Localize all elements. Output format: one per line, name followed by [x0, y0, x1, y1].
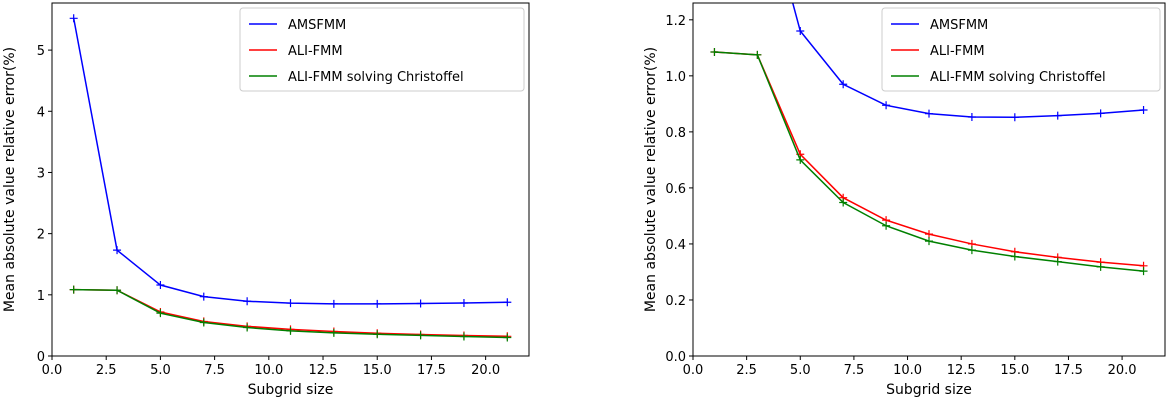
x-tick-label: 20.0: [1108, 363, 1137, 378]
point-marker: [1053, 257, 1062, 266]
point-marker: [1139, 267, 1148, 276]
point-marker: [753, 50, 762, 59]
y-tick-label: 0.6: [665, 182, 686, 197]
point-marker: [199, 292, 208, 301]
x-tick-label: 17.5: [1054, 363, 1083, 378]
axes-frame: [692, 2, 1166, 357]
x-tick-label: 2.5: [736, 363, 757, 378]
y-tick-label: 0: [37, 350, 45, 365]
legend-box: [881, 7, 1161, 92]
x-tick-label: 0.0: [42, 363, 63, 378]
legend-label: AMSFMM: [930, 18, 988, 33]
point-marker: [710, 48, 719, 57]
legend-label: ALI-FMM solving Christoffel: [930, 70, 1106, 85]
plot-area: [69, 14, 512, 342]
point-marker: [416, 299, 425, 308]
legend-label: ALI-FMM: [288, 44, 343, 59]
point-marker: [1010, 113, 1019, 122]
point-marker: [967, 113, 976, 122]
point-marker: [156, 281, 165, 290]
x-tick-label: 17.5: [417, 363, 446, 378]
x-tick-label: 5.0: [150, 363, 171, 378]
y-tick-label: 0.8: [665, 126, 686, 141]
point-marker: [503, 333, 512, 342]
point-marker: [329, 328, 338, 337]
x-tick-label: 15.0: [363, 363, 392, 378]
point-marker: [1053, 111, 1062, 120]
point-marker: [503, 298, 512, 307]
legend-label: ALI-FMM solving Christoffel: [288, 70, 464, 85]
point-marker: [925, 237, 933, 246]
plot-area: [710, 3, 1148, 276]
point-marker: [1010, 252, 1019, 261]
x-tick-label: 5.0: [790, 363, 811, 378]
point-marker: [967, 246, 976, 255]
point-marker: [459, 299, 468, 308]
point-marker: [796, 155, 805, 164]
x-tick-label: 12.5: [947, 363, 976, 378]
legend-label: ALI-FMM: [930, 44, 985, 59]
point-marker: [373, 330, 382, 339]
x-tick-label: 20.0: [471, 363, 500, 378]
point-marker: [156, 309, 165, 318]
y-tick-label: 1.0: [665, 70, 686, 85]
point-marker: [459, 332, 468, 341]
point-marker: [199, 318, 208, 327]
point-marker: [796, 27, 805, 36]
x-tick-label: 2.5: [96, 363, 117, 378]
chart: 0.0 2.5 5.0 7.5 10.0 12.5 15.0 17.5 20.0 0.0 0.2 0.…: [643, 2, 1166, 398]
point-marker: [925, 230, 933, 239]
point-marker: [243, 297, 252, 306]
point-marker: [416, 331, 425, 340]
point-marker: [1139, 106, 1148, 115]
y-tick-label: 0.4: [665, 238, 686, 253]
point-marker: [839, 198, 848, 207]
y-tick-label: 0.2: [665, 294, 686, 309]
point-marker: [373, 299, 382, 308]
point-marker: [69, 14, 78, 23]
legend-box: [239, 7, 525, 92]
x-axis-label: Subgrid size: [886, 382, 972, 398]
point-marker: [286, 299, 295, 308]
point-marker: [882, 221, 891, 230]
y-tick-label: 3: [37, 166, 45, 181]
point-marker: [882, 101, 891, 110]
legend-label: AMSFMM: [288, 18, 346, 33]
x-tick-label: 15.0: [1000, 363, 1029, 378]
x-tick-label: 10.0: [254, 363, 283, 378]
y-tick-label: 5: [37, 44, 45, 59]
x-tick-label: 12.5: [309, 363, 338, 378]
point-marker: [69, 285, 78, 294]
point-marker: [1096, 262, 1105, 271]
x-tick-label: 7.5: [844, 363, 865, 378]
y-axis-label: Mean absolute value relative error(%): [2, 47, 18, 312]
point-marker: [243, 323, 252, 332]
point-marker: [113, 246, 122, 255]
y-tick-label: 0.0: [665, 350, 686, 365]
point-marker: [925, 109, 933, 118]
point-marker: [329, 299, 338, 308]
y-tick-label: 1.2: [665, 14, 686, 29]
axes-frame: [51, 2, 530, 357]
point-marker: [839, 80, 848, 89]
x-axis-label: Subgrid size: [248, 382, 334, 398]
y-axis-label: Mean absolute value relative error(%): [643, 47, 659, 312]
y-tick-label: 4: [37, 105, 45, 120]
x-tick-label: 0.0: [683, 363, 704, 378]
chart: 0.0 2.5 5.0 7.5 10.0 12.5 15.0 17.5 20.0 0 1 2 3 4 5 Su…: [2, 2, 530, 398]
point-marker: [113, 286, 122, 295]
x-tick-label: 7.5: [204, 363, 225, 378]
x-tick-label: 10.0: [893, 363, 922, 378]
y-tick-label: 1: [37, 289, 45, 304]
y-tick-label: 2: [37, 228, 45, 243]
point-marker: [286, 326, 295, 335]
point-marker: [1096, 109, 1105, 118]
